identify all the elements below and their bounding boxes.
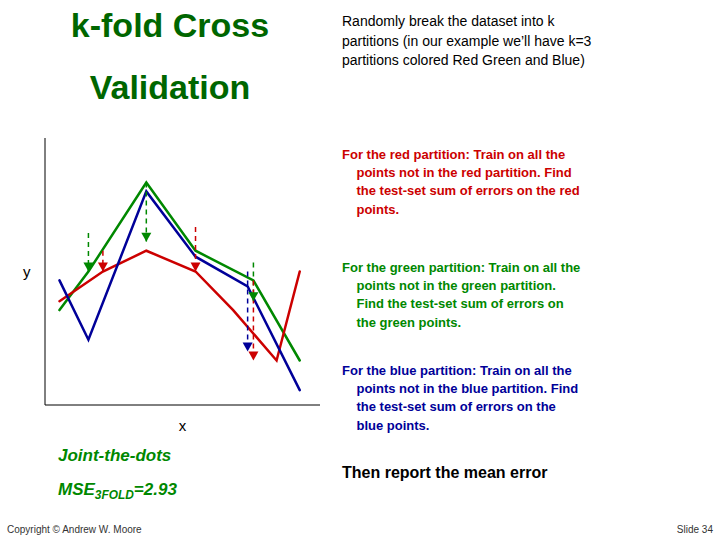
html-text:For the blue partition: Train: For the blue partition: Train on all the… [342,363,579,433]
html-text:Validation: Validation [89,68,251,106]
html-text:Then report the mean error: Then report the mean error [342,464,548,481]
html-text:MSE3FOLD=2.93: MSE3FOLD=2.93 [58,480,177,503]
html-text:For the green partition: Train: For the green partition: Train on all th… [342,260,581,330]
html-text:k-fold Cross: k-fold Cross [70,6,270,44]
svg-text:x: x [179,417,187,434]
html-text:Copyright © Andrew W. Moore: Copyright © Andrew W. Moore [7,524,142,535]
html-text:Joint-the-dots: Joint-the-dots [58,446,172,465]
html-text:For the red partition: Train o: For the red partition: Train on all the … [342,147,580,217]
svg-text:y: y [23,263,31,280]
html-text:Randomly break the dataset int: Randomly break the dataset into k partit… [342,13,592,69]
html-text:Slide 34: Slide 34 [676,524,713,535]
